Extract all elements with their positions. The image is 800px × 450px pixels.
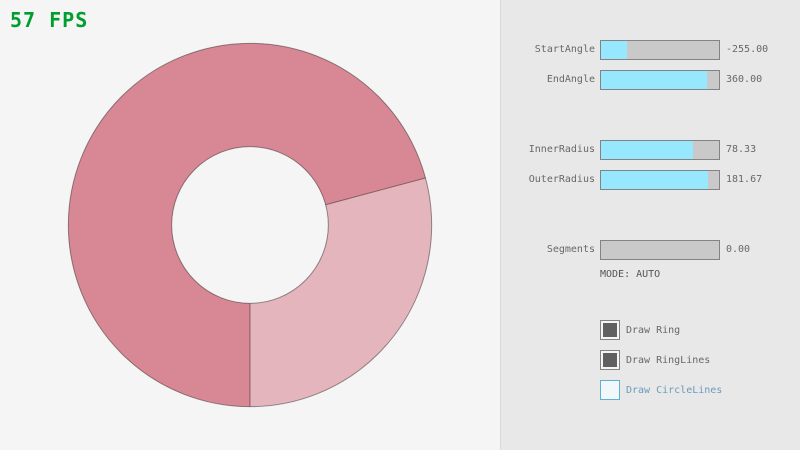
draw-ringlines-checkbox-label: Draw RingLines (626, 354, 711, 366)
outerradius-slider[interactable] (600, 170, 720, 190)
check-mark-icon (603, 323, 617, 337)
outerradius-slider-fill (601, 171, 709, 189)
innerradius-slider[interactable] (600, 140, 720, 160)
segments-value: 0.00 (726, 244, 751, 255)
ring-fill-overlap (68, 43, 426, 407)
draw-ringlines-checkbox-box (600, 350, 620, 370)
draw-ring-checkbox-label: Draw Ring (626, 324, 681, 336)
draw-circlelines-checkbox[interactable]: Draw CircleLines (600, 380, 722, 400)
endangle-label: EndAngle (546, 74, 595, 85)
ring-outer-line (67, 42, 433, 408)
startangle-slider-fill (601, 41, 627, 59)
ring-inner-line (171, 146, 329, 304)
segments-slider[interactable] (600, 240, 720, 260)
draw-ringlines-checkbox[interactable]: Draw RingLines (600, 350, 710, 370)
ring-fill-base (68, 43, 432, 407)
innerradius-slider-fill (601, 141, 694, 159)
endangle-slider[interactable] (600, 70, 720, 90)
endangle-value: 360.00 (726, 74, 763, 85)
ring-startangle-line (325, 177, 426, 206)
draw-circlelines-checkbox-box (600, 380, 620, 400)
innerradius-value: 78.33 (726, 144, 757, 155)
endangle-slider-fill (601, 71, 708, 89)
startangle-label: StartAngle (534, 44, 595, 55)
startangle-slider[interactable] (600, 40, 720, 60)
check-mark-icon (603, 353, 617, 367)
segments-label: Segments (546, 244, 595, 255)
startangle-value: -255.00 (726, 44, 769, 55)
outerradius-label: OuterRadius (528, 174, 595, 185)
segments-mode-text: MODE: AUTO (600, 269, 661, 280)
innerradius-label: InnerRadius (528, 144, 595, 155)
draw-ring-checkbox-box (600, 320, 620, 340)
outerradius-value: 181.67 (726, 174, 763, 185)
fps-counter: 57 FPS (10, 8, 89, 32)
draw-circlelines-checkbox-label: Draw CircleLines (626, 384, 723, 396)
draw-ring-checkbox[interactable]: Draw Ring (600, 320, 680, 340)
